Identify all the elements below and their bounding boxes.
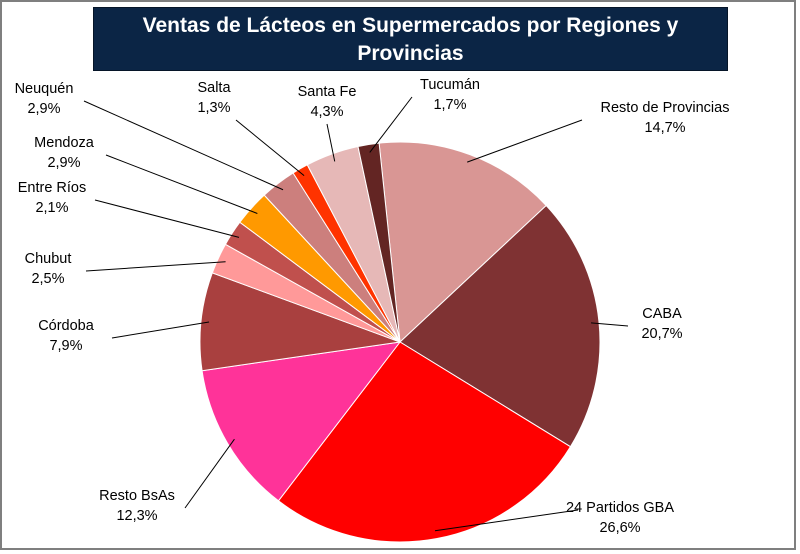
slice-label-value-neuquen: 2,9% — [27, 101, 60, 117]
slice-label-value-entre-rios: 2,1% — [35, 200, 68, 216]
slice-label-value-cordoba: 7,9% — [49, 338, 82, 354]
leader-line-tucuman — [369, 96, 413, 153]
leader-line-24-partidos-gba — [434, 509, 579, 532]
slice-labels: Resto de Provincias 14,7% CABA 20,7% 24 Part… — [15, 77, 730, 536]
leader-line-cordoba — [111, 321, 210, 339]
slice-label-value-santa-fe: 4,3% — [310, 104, 343, 120]
leader-lines — [83, 96, 629, 532]
pie-slice-cordoba — [199, 272, 401, 372]
leader-line-neuquen — [83, 100, 284, 191]
slice-label-value-resto-bsas: 12,3% — [116, 508, 157, 524]
chart-title-box: Ventas de Lácteos en Supermercados por R… — [93, 7, 728, 93]
slice-label-name-entre-rios: Entre Ríos — [18, 180, 87, 196]
leader-line-caba — [590, 322, 629, 327]
slice-label-name-mendoza: Mendoza — [34, 135, 95, 151]
slice-label-value-tucuman: 1,7% — [433, 97, 466, 113]
leader-line-chubut — [85, 261, 226, 272]
slice-label-value-24-partidos-gba: 26,6% — [599, 520, 640, 536]
slice-label-name-resto-bsas: Resto BsAs — [99, 488, 175, 504]
slice-label-value-caba: 20,7% — [641, 326, 682, 342]
leader-line-santa-fe — [326, 123, 336, 162]
slice-label-name-neuquen: Neuquén — [15, 81, 74, 97]
pie-slices — [199, 141, 601, 543]
slice-label-name-24-partidos-gba: 24 Partidos GBA — [566, 500, 674, 516]
slice-label-value-salta: 1,3% — [197, 100, 230, 116]
pie-slice-tucuman — [357, 142, 401, 343]
chart-title: Ventas de Lácteos en Supermercados por R… — [142, 14, 679, 65]
leader-line-salta — [235, 119, 305, 177]
pie-slice-resto-bsas — [201, 341, 402, 502]
slice-label-value-resto-de-provincias: 14,7% — [644, 120, 685, 136]
slice-label-name-resto-de-provincias: Resto de Provincias — [601, 100, 730, 116]
pie-slice-resto-de-provincias — [378, 141, 547, 344]
leader-line-resto-bsas — [184, 438, 235, 509]
slice-label-name-caba: CABA — [642, 306, 682, 322]
slice-label-value-chubut: 2,5% — [31, 271, 64, 287]
leader-line-mendoza — [105, 154, 258, 214]
slice-label-name-cordoba: Córdoba — [38, 318, 95, 334]
slice-label-name-salta: Salta — [197, 80, 231, 96]
slice-label-name-chubut: Chubut — [25, 251, 72, 267]
slice-label-name-santa-fe: Santa Fe — [298, 84, 357, 100]
pie-slice-caba — [399, 204, 601, 448]
slice-label-value-mendoza: 2,9% — [47, 155, 80, 171]
slice-label-name-tucuman: Tucumán — [420, 77, 480, 93]
leader-line-resto-de-provincias — [467, 119, 583, 163]
chart-subtitle: - diciembre 2018 - — [321, 70, 500, 93]
leader-line-entre-rios — [94, 199, 240, 238]
pie-slice-24-partidos-gba — [277, 341, 572, 543]
